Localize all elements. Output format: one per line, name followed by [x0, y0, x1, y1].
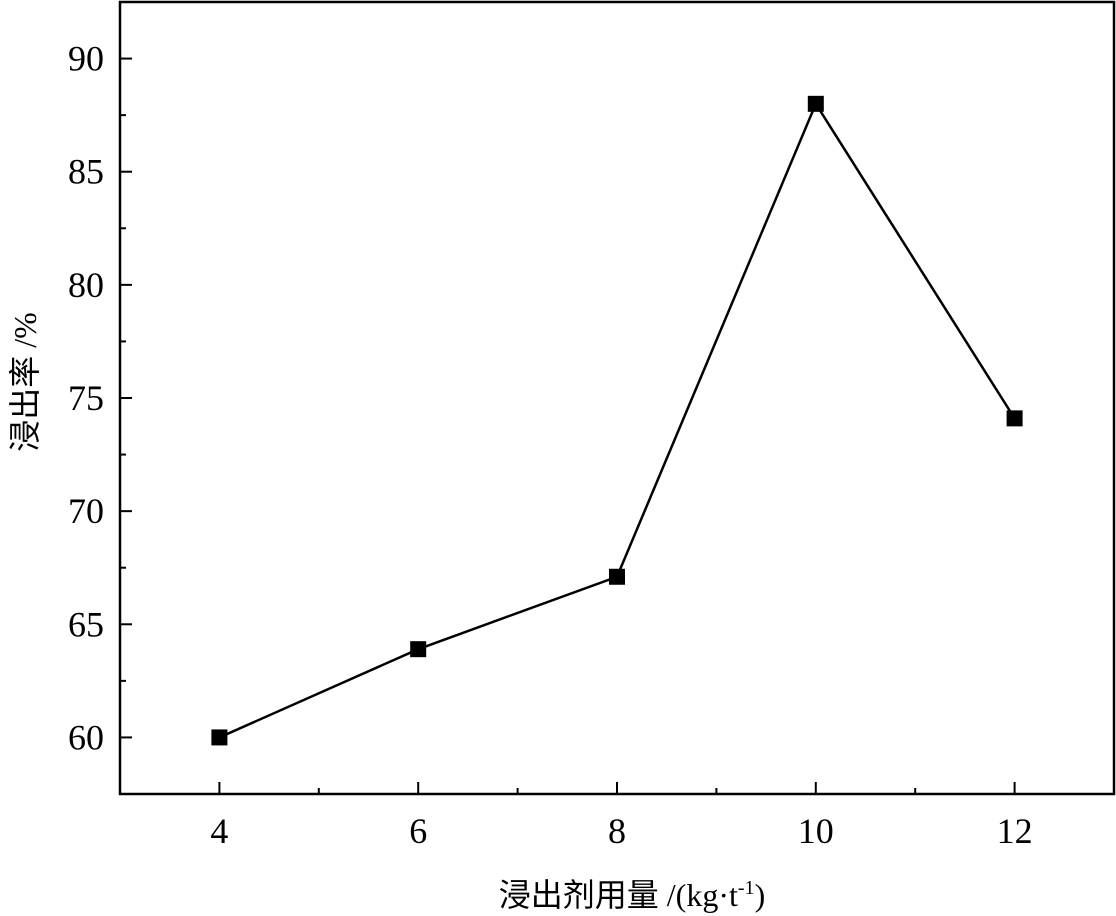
data-point-marker: [211, 729, 228, 746]
x-axis-title-suffix: ): [755, 877, 766, 913]
plot-frame: [118, 0, 1116, 796]
y-tick-label: 60: [68, 717, 104, 757]
data-point-marker: [410, 641, 427, 658]
data-point-marker: [1006, 410, 1023, 427]
y-tick-label: 75: [68, 378, 104, 418]
y-tick-label: 80: [68, 265, 104, 305]
x-axis: 4 6 8 10 12: [210, 782, 1033, 851]
y-axis-title: 浸出率 /%: [7, 312, 43, 452]
x-tick-label: 4: [210, 811, 228, 851]
y-axis: 60 65 70 75 80 85 90: [68, 39, 132, 795]
x-axis-title: 浸出剂用量 /(kg·t-1): [499, 877, 765, 913]
y-tick-label: 90: [68, 39, 104, 79]
y-tick-label: 65: [68, 604, 104, 644]
x-tick-label: 12: [997, 811, 1033, 851]
y-tick-label: 70: [68, 491, 104, 531]
y-tick-label: 85: [68, 152, 104, 192]
x-tick-label: 8: [608, 811, 626, 851]
data-point-marker: [807, 95, 824, 112]
series-group: [211, 95, 1023, 746]
x-tick-label: 10: [798, 811, 834, 851]
data-point-marker: [609, 568, 625, 585]
series-line: [218, 101, 1016, 739]
x-axis-title-superscript: -1: [738, 877, 755, 899]
x-tick-label: 6: [409, 811, 427, 851]
